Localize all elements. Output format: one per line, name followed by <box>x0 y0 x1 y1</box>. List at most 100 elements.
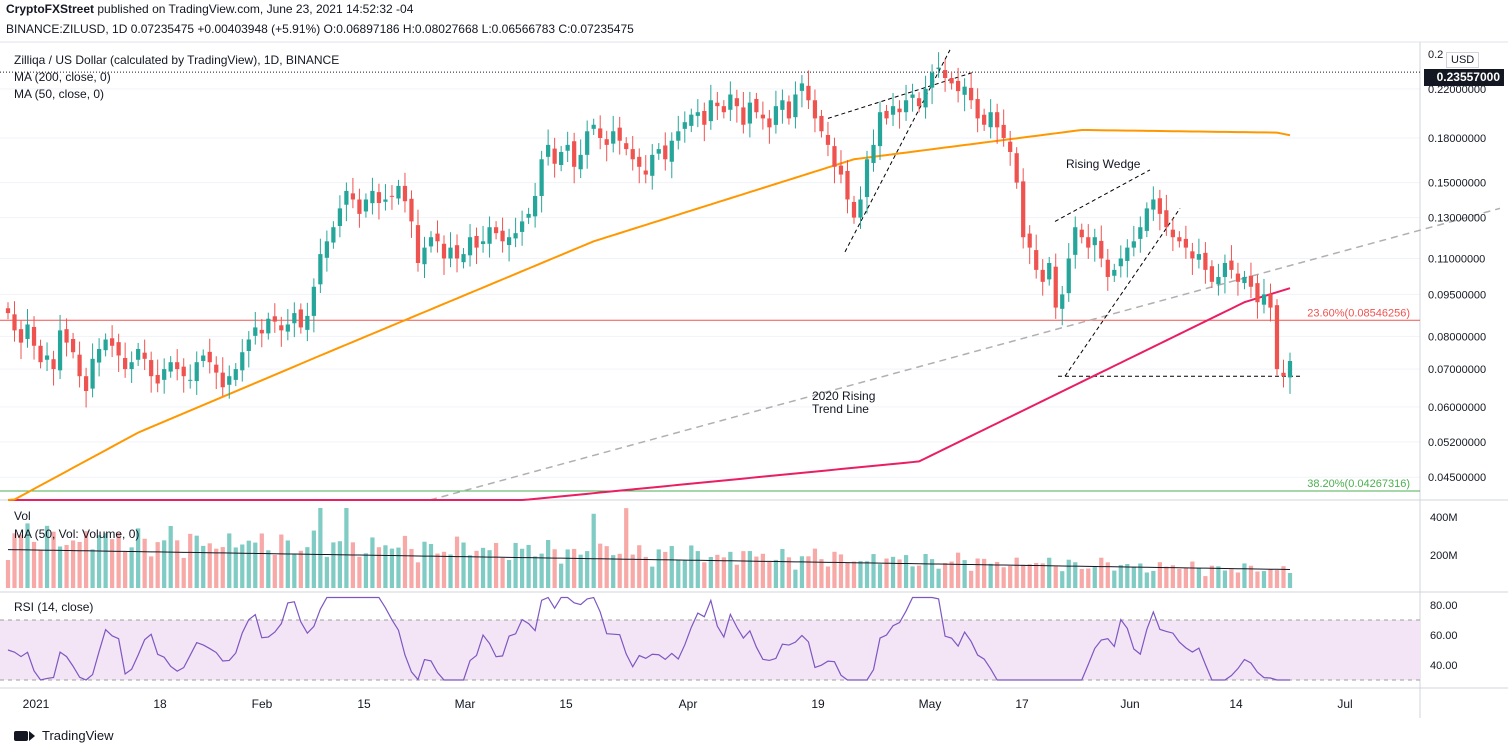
volume-bar <box>1157 562 1162 588</box>
volume-bar <box>858 561 863 588</box>
volume-legend[interactable]: Vol <box>14 509 31 523</box>
price-tick-label: 0.15000000 <box>1428 178 1486 190</box>
candle-body <box>1034 250 1039 270</box>
volume-bar <box>1034 562 1039 588</box>
candle-body <box>572 141 577 167</box>
volume-bar <box>350 542 356 588</box>
candle-body <box>988 112 993 128</box>
candle-body <box>305 315 310 330</box>
published-info: published on TradingView.com, June 23, 2… <box>97 2 414 16</box>
candle-body <box>1248 275 1254 287</box>
candle-body <box>695 112 700 116</box>
publisher-name[interactable]: CryptoFXStreet <box>6 2 95 16</box>
price-tick-label: 0.11000000 <box>1428 253 1485 265</box>
candle-body <box>910 94 915 98</box>
volume-bar <box>116 532 121 588</box>
volume-ma-legend[interactable]: MA (50, Vol: Volume, 0) <box>14 527 140 541</box>
volume-bar <box>201 545 206 588</box>
volume-bar <box>969 570 974 588</box>
candle-body <box>721 106 726 113</box>
volume-bar <box>923 553 928 588</box>
volume-bar <box>546 539 551 588</box>
candle-body <box>500 230 505 242</box>
volume-bar <box>103 533 108 588</box>
volume-bar <box>689 545 694 588</box>
volume-bar <box>480 547 486 588</box>
candle-body <box>1125 247 1130 261</box>
volume-bar <box>1001 567 1006 588</box>
candle-body <box>38 345 43 363</box>
volume-bar <box>454 536 460 588</box>
volume-bar <box>83 531 89 588</box>
candle-body <box>578 154 583 170</box>
candle-body <box>207 351 212 363</box>
candle-body <box>1209 266 1215 282</box>
volume-bar <box>799 556 805 588</box>
candle-body <box>103 339 108 351</box>
candle-body <box>552 148 557 164</box>
candle-body <box>1177 237 1182 242</box>
ma50-path <box>7 128 1291 501</box>
currency-label[interactable]: USD <box>1446 52 1480 68</box>
candle-body <box>1164 210 1169 228</box>
candle-body <box>637 156 642 167</box>
candle-body <box>890 106 896 115</box>
volume-bar <box>396 547 401 588</box>
volume-bar <box>988 563 993 588</box>
volume-bar <box>214 548 219 588</box>
candle-body <box>565 144 570 151</box>
candle-body <box>1242 276 1247 284</box>
candle-body <box>916 98 922 107</box>
ma200-legend[interactable]: MA (200, close, 0) <box>14 70 111 84</box>
volume-bar <box>903 555 909 588</box>
candle-body <box>357 199 362 214</box>
price-tick-label: 0.2 <box>1428 49 1443 61</box>
candle-body <box>506 237 512 246</box>
volume-tick-label: 400M <box>1430 512 1458 524</box>
candle-body <box>266 318 271 334</box>
candlesticks[interactable] <box>5 52 1293 408</box>
ma50-legend[interactable]: MA (50, close, 0) <box>14 87 105 101</box>
candle-body <box>337 208 343 226</box>
rsi-pane <box>0 596 1420 681</box>
candle-body <box>1118 258 1123 267</box>
time-tick-label: 15 <box>559 697 573 711</box>
candle-body <box>1066 258 1071 294</box>
candle-body <box>1079 229 1084 238</box>
volume-bar <box>474 550 479 588</box>
volume-bar <box>669 546 674 588</box>
volume-bar <box>780 549 785 588</box>
candle-body <box>715 102 720 107</box>
tradingview-logo[interactable]: TradingView <box>14 728 114 743</box>
volume-bar <box>526 544 531 588</box>
candle-body <box>155 374 160 384</box>
candle-body <box>812 100 818 119</box>
candle-body <box>585 131 590 155</box>
volume-bar <box>604 546 609 588</box>
volume-bar <box>12 533 17 588</box>
candle-body <box>1203 252 1208 270</box>
candle-body <box>1157 198 1162 214</box>
time-tick-label: Jun <box>1120 697 1139 711</box>
volume-bar <box>741 551 746 588</box>
candle-body <box>350 193 356 200</box>
candle-body <box>201 355 206 361</box>
wedge-lower-2 <box>1064 208 1181 377</box>
candle-body <box>1001 124 1006 138</box>
volume-ma-line <box>7 549 1291 570</box>
candle-body <box>1131 241 1136 248</box>
candle-body <box>838 165 844 175</box>
volume-bar <box>1190 561 1195 588</box>
candle-body <box>363 199 369 212</box>
volume-bar <box>149 556 154 588</box>
candle-body <box>1105 259 1110 277</box>
price-tick-label: 0.07000000 <box>1428 364 1486 376</box>
candle-body <box>643 170 648 175</box>
volume-bar <box>624 508 629 588</box>
volume-bar <box>1099 557 1104 588</box>
candle-body <box>422 247 427 265</box>
volume-bar <box>897 559 902 588</box>
rsi-legend[interactable]: RSI (14, close) <box>14 600 94 614</box>
